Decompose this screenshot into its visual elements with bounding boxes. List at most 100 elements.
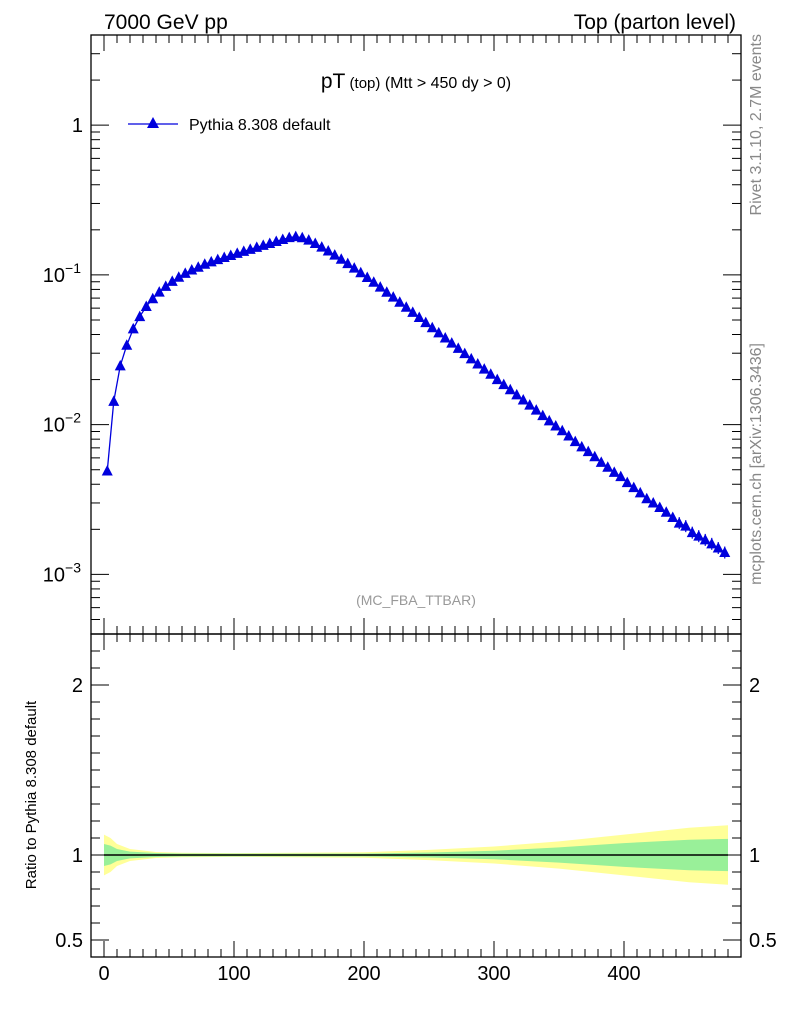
data-point — [550, 419, 562, 431]
side-text-bottom: mcplots.cern.ch [arXiv:1306.3436] — [748, 343, 765, 585]
ratio-panel: 0.5 0.5 1 1 2 2 0 100 200 300 400 Ratio to Pythia… — [23, 633, 777, 985]
data-point — [498, 378, 510, 390]
y-tick-label: 1 — [72, 115, 83, 137]
x-tick-label: 200 — [347, 963, 380, 985]
data-point — [556, 424, 568, 436]
data-point — [563, 430, 575, 441]
data-point — [485, 368, 497, 379]
ratio-panel-frame — [90, 633, 742, 958]
plot-title-main: pT — [321, 70, 346, 93]
data-point — [459, 347, 471, 359]
ratio-y-axis-label: Ratio to Pythia 8.308 default — [23, 700, 40, 889]
data-point — [446, 337, 458, 348]
y-tick-label: 10−3 — [43, 559, 81, 586]
data-point — [673, 517, 685, 528]
data-point — [582, 445, 594, 457]
side-text-top: Rivet 3.1.10, 2.7M events — [748, 34, 765, 215]
data-point — [407, 306, 419, 317]
data-point — [296, 231, 308, 243]
data-point — [303, 234, 315, 245]
data-point — [322, 245, 334, 256]
data-point — [699, 533, 711, 545]
data-point — [472, 358, 484, 369]
data-point — [628, 481, 640, 493]
series-pythia — [101, 230, 731, 559]
data-point — [595, 456, 607, 467]
data-point — [667, 511, 679, 522]
watermark: (MC_FBA_TTBAR) — [356, 592, 476, 608]
data-point — [680, 520, 692, 531]
data-point — [309, 237, 321, 248]
data-point — [420, 316, 432, 328]
data-point — [114, 359, 126, 371]
ratio-y-tick-label-right: 0.5 — [749, 930, 777, 952]
data-point — [634, 486, 646, 498]
x-tick-labels: 0 100 200 300 400 — [98, 963, 640, 985]
data-point — [316, 241, 328, 252]
data-point — [290, 230, 302, 242]
data-point — [504, 383, 516, 395]
data-point — [153, 286, 165, 297]
data-point — [355, 266, 367, 278]
data-point — [693, 530, 705, 541]
data-point — [608, 466, 620, 477]
data-point — [543, 414, 555, 426]
data-point — [465, 352, 477, 364]
data-point — [400, 301, 412, 312]
ratio-y-tick-label-left: 2 — [72, 675, 83, 697]
data-point — [381, 286, 393, 297]
data-point — [121, 339, 133, 350]
data-point — [433, 326, 445, 338]
data-point — [394, 296, 406, 307]
data-point — [173, 271, 185, 282]
data-point — [426, 321, 438, 333]
header-right: Top (parton level) — [574, 11, 736, 34]
data-point — [491, 373, 503, 385]
data-point — [706, 537, 718, 549]
data-point — [576, 440, 588, 452]
data-point — [537, 409, 549, 421]
data-point — [361, 271, 373, 282]
x-tick-label: 0 — [98, 963, 109, 985]
ratio-panel-y-tick-labels: 0.5 0.5 1 1 2 2 — [55, 675, 777, 952]
ratio-y-tick-label-left: 0.5 — [55, 930, 83, 952]
data-point — [589, 450, 601, 462]
main-panel-y-tick-labels: 1 10−1 10−2 10−3 — [43, 115, 83, 586]
data-point — [387, 291, 399, 302]
data-point — [329, 249, 341, 260]
data-point — [147, 292, 159, 304]
x-tick-label: 100 — [217, 963, 250, 985]
plot-title-sub2: (Mtt > 450 dy > 0) — [380, 75, 511, 92]
data-point — [166, 275, 178, 286]
data-point — [348, 262, 360, 273]
main-panel-ticks — [90, 34, 742, 635]
legend-marker — [147, 117, 159, 128]
plot-title: pT (top) (Mtt > 450 dy > 0) — [321, 70, 511, 93]
data-point — [517, 394, 529, 405]
ratio-y-tick-label-right: 1 — [749, 845, 760, 867]
data-point — [342, 257, 354, 269]
data-point — [192, 261, 204, 272]
data-point — [530, 404, 542, 415]
data-point — [569, 435, 581, 447]
y-tick-label: 10−1 — [43, 260, 81, 287]
data-point — [368, 276, 380, 287]
data-point — [621, 476, 633, 488]
data-point — [439, 332, 451, 343]
x-tick-label: 400 — [607, 963, 640, 985]
data-point — [615, 470, 627, 482]
data-point — [127, 322, 139, 334]
data-point — [374, 281, 386, 292]
data-point — [641, 492, 653, 504]
data-point — [413, 311, 425, 323]
data-point — [686, 526, 698, 538]
data-point — [478, 363, 490, 374]
data-point — [179, 267, 191, 278]
legend-label: Pythia 8.308 default — [189, 117, 331, 134]
plot-title-sub1: (top) — [345, 75, 380, 92]
data-point — [712, 542, 724, 553]
data-point — [140, 300, 152, 312]
ratio-panel-ticks — [90, 633, 742, 958]
